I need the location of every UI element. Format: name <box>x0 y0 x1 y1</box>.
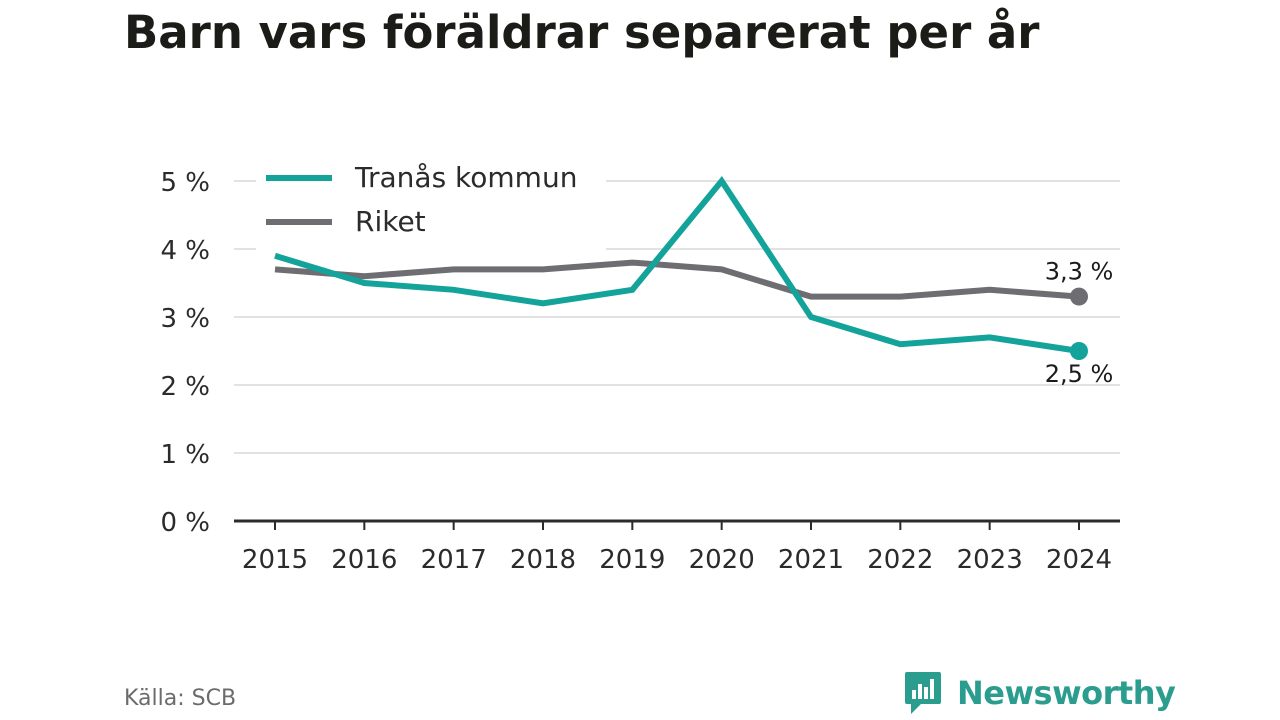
y-tick-label: 2 % <box>160 372 210 402</box>
x-tick-label: 2018 <box>510 545 576 575</box>
end-label-tranas: 2,5 % <box>1045 360 1114 388</box>
end-label-riket: 3,3 % <box>1045 258 1114 286</box>
chart-title: Barn vars föräldrar separerat per år <box>124 6 1040 59</box>
series-lines <box>274 175 1088 360</box>
x-axis-tick-marks <box>274 521 1080 530</box>
newsworthy-logo-text: Newsworthy <box>957 674 1176 712</box>
legend-label-riket: Riket <box>355 205 426 238</box>
x-tick-label: 2016 <box>331 545 397 575</box>
x-tick-label: 2023 <box>957 545 1023 575</box>
y-tick-label: 5 % <box>160 168 210 198</box>
newsworthy-logo-icon <box>905 672 941 714</box>
legend-label-tranas: Tranås kommun <box>354 161 577 194</box>
end-point-tranas <box>1070 342 1088 360</box>
x-tick-label: 2024 <box>1046 545 1112 575</box>
series-line-tranas <box>274 175 1080 354</box>
legend-background <box>256 154 606 250</box>
y-tick-label: 1 % <box>160 440 210 470</box>
x-tick-label: 2015 <box>242 545 308 575</box>
source-note: Källa: SCB <box>124 686 237 711</box>
y-axis-tick-labels: 0 % 1 % 2 % 3 % 4 % 5 % <box>160 168 210 538</box>
y-tick-label: 3 % <box>160 304 210 334</box>
end-labels: 3,3 % 2,5 % <box>1045 258 1114 388</box>
x-tick-label: 2020 <box>689 545 755 575</box>
y-tick-label: 0 % <box>160 508 210 538</box>
x-tick-label: 2021 <box>778 545 844 575</box>
newsworthy-logo: Newsworthy <box>903 670 1176 716</box>
x-tick-label: 2022 <box>867 545 933 575</box>
series-line-riket <box>274 259 1080 300</box>
x-tick-label: 2017 <box>421 545 487 575</box>
end-point-riket <box>1070 287 1088 306</box>
legend: Tranås kommun Riket <box>256 154 606 250</box>
x-axis-tick-labels: 2015 2016 2017 2018 2019 2020 2021 2022 2023 2024 <box>242 545 1112 575</box>
y-tick-label: 4 % <box>160 236 210 266</box>
x-tick-label: 2019 <box>599 545 665 575</box>
